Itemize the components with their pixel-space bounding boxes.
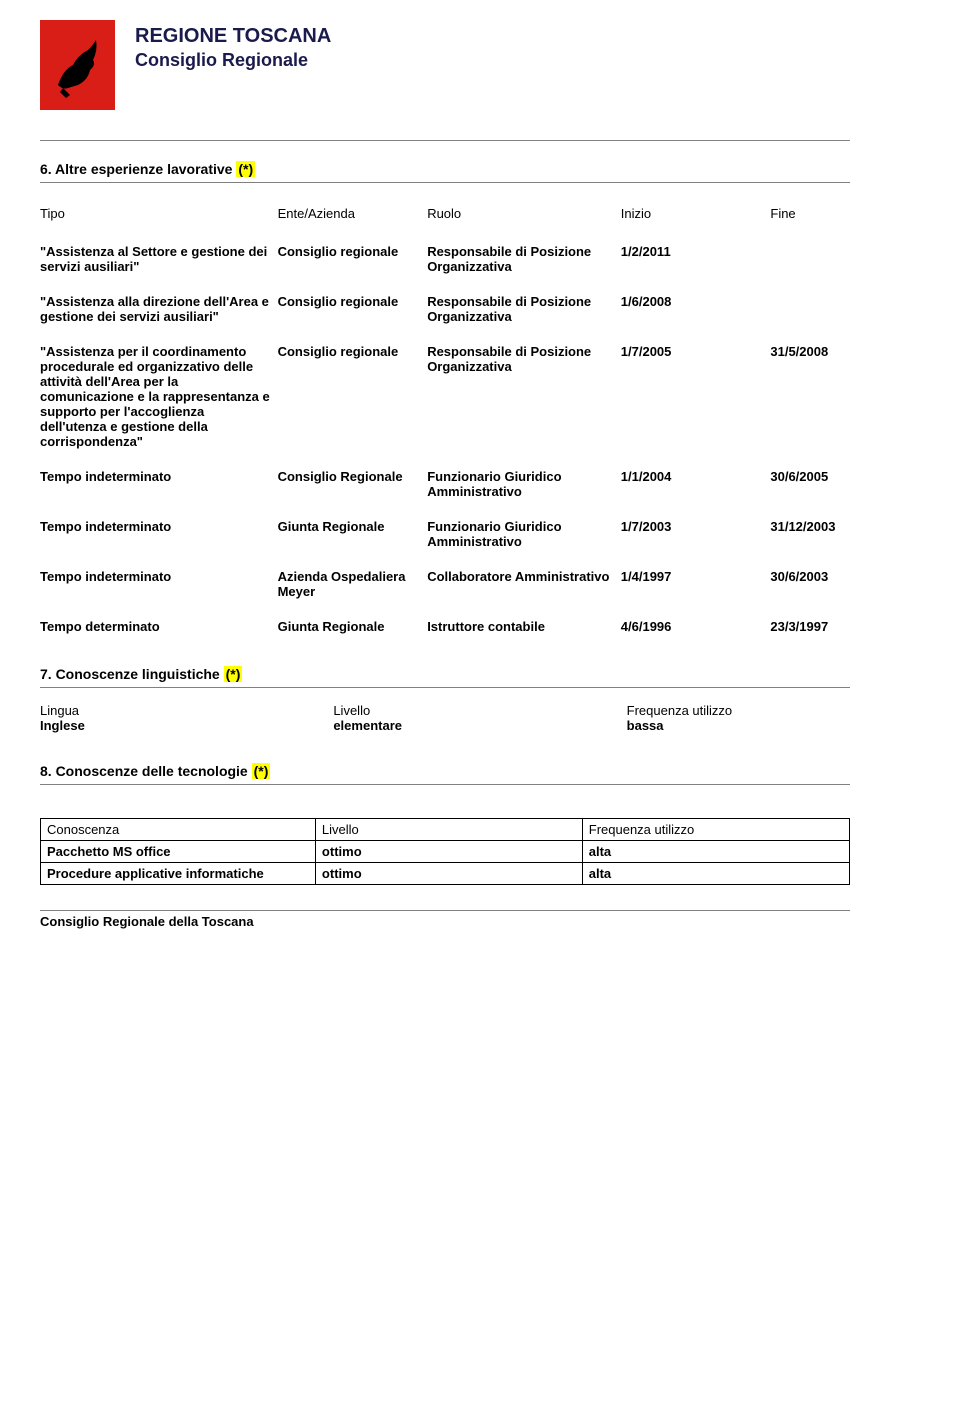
cell-ruolo: Istruttore contabile xyxy=(427,611,621,646)
divider xyxy=(40,182,850,183)
tech-header-livello: Livello xyxy=(315,819,582,841)
divider-container xyxy=(40,687,920,688)
section7-title: 7. Conoscenze linguistiche (*) xyxy=(40,666,920,682)
lang-value-frequenza: bassa xyxy=(627,718,920,733)
header-tipo: Tipo xyxy=(40,198,278,236)
table-row: Tempo determinato Giunta Regionale Istru… xyxy=(40,611,920,646)
cell-ente: Consiglio regionale xyxy=(278,236,428,286)
cell-tipo: Tempo indeterminato xyxy=(40,561,278,611)
cell-fine xyxy=(770,236,920,286)
lang-value-livello: elementare xyxy=(333,718,626,733)
cell-ente: Giunta Regionale xyxy=(278,511,428,561)
cell-fine: 30/6/2003 xyxy=(770,561,920,611)
cell-inizio: 1/7/2003 xyxy=(621,511,771,561)
tech-header-frequenza: Frequenza utilizzo xyxy=(582,819,849,841)
cell-ruolo: Responsabile di Posizione Organizzativa xyxy=(427,236,621,286)
header-subtitle: Consiglio Regionale xyxy=(135,50,331,71)
experience-table: Tipo Ente/Azienda Ruolo Inizio Fine "Ass… xyxy=(40,198,920,646)
divider xyxy=(40,687,850,688)
section8-title: 8. Conoscenze delle tecnologie (*) xyxy=(40,763,920,779)
section6-title: 6. Altre esperienze lavorative (*) xyxy=(40,161,920,177)
cell-inizio: 1/1/2004 xyxy=(621,461,771,511)
divider-container xyxy=(40,182,920,183)
cell-ruolo: Responsabile di Posizione Organizzativa xyxy=(427,336,621,461)
cell-ruolo: Collaboratore Amministrativo xyxy=(427,561,621,611)
language-row: Lingua Inglese Livello elementare Freque… xyxy=(40,703,920,733)
table-header-row: Tipo Ente/Azienda Ruolo Inizio Fine xyxy=(40,198,920,236)
lang-label-lingua: Lingua xyxy=(40,703,333,718)
section7-marker: (*) xyxy=(224,666,243,682)
table-row: Tempo indeterminato Consiglio Regionale … xyxy=(40,461,920,511)
cell-fine: 30/6/2005 xyxy=(770,461,920,511)
cell-tipo: "Assistenza al Settore e gestione dei se… xyxy=(40,236,278,286)
cell-ente: Consiglio regionale xyxy=(278,286,428,336)
cell-ente: Giunta Regionale xyxy=(278,611,428,646)
table-row: Tempo indeterminato Giunta Regionale Fun… xyxy=(40,511,920,561)
cell-ruolo: Funzionario Giuridico Amministrativo xyxy=(427,511,621,561)
section8-marker: (*) xyxy=(252,763,271,779)
header-ente: Ente/Azienda xyxy=(278,198,428,236)
lang-col-frequenza: Frequenza utilizzo bassa xyxy=(627,703,920,733)
cell-fine: 31/12/2003 xyxy=(770,511,920,561)
divider-container xyxy=(40,784,920,785)
header-title: REGIONE TOSCANA xyxy=(135,25,331,48)
divider xyxy=(40,140,850,141)
section7-title-text: 7. Conoscenze linguistiche xyxy=(40,666,224,682)
cell-inizio: 1/2/2011 xyxy=(621,236,771,286)
cell-tipo: Tempo indeterminato xyxy=(40,461,278,511)
footer-divider xyxy=(40,910,850,911)
footer: Consiglio Regionale della Toscana xyxy=(40,910,920,929)
cell-tipo: "Assistenza per il coordinamento procedu… xyxy=(40,336,278,461)
table-row: Tempo indeterminato Azienda Ospedaliera … xyxy=(40,561,920,611)
tech-header-conoscenza: Conoscenza xyxy=(41,819,316,841)
divider xyxy=(40,784,850,785)
tech-cell-livello: ottimo xyxy=(315,863,582,885)
header-inizio: Inizio xyxy=(621,198,771,236)
cell-inizio: 1/4/1997 xyxy=(621,561,771,611)
document-header: REGIONE TOSCANA Consiglio Regionale xyxy=(40,20,920,110)
section8-title-text: 8. Conoscenze delle tecnologie xyxy=(40,763,252,779)
lang-col-lingua: Lingua Inglese xyxy=(40,703,333,733)
header-fine: Fine xyxy=(770,198,920,236)
header-text-block: REGIONE TOSCANA Consiglio Regionale xyxy=(135,20,331,71)
cell-tipo: Tempo determinato xyxy=(40,611,278,646)
cell-ruolo: Responsabile di Posizione Organizzativa xyxy=(427,286,621,336)
lang-label-livello: Livello xyxy=(333,703,626,718)
footer-text: Consiglio Regionale della Toscana xyxy=(40,914,254,929)
header-ruolo: Ruolo xyxy=(427,198,621,236)
cell-ente: Azienda Ospedaliera Meyer xyxy=(278,561,428,611)
tech-cell-conoscenza: Pacchetto MS office xyxy=(41,841,316,863)
cell-fine xyxy=(770,286,920,336)
tech-cell-frequenza: alta xyxy=(582,863,849,885)
tech-cell-conoscenza: Procedure applicative informatiche xyxy=(41,863,316,885)
tech-row: Procedure applicative informatiche ottim… xyxy=(41,863,850,885)
cell-tipo: "Assistenza alla direzione dell'Area e g… xyxy=(40,286,278,336)
lang-value-lingua: Inglese xyxy=(40,718,333,733)
lang-col-livello: Livello elementare xyxy=(333,703,626,733)
cell-inizio: 1/6/2008 xyxy=(621,286,771,336)
section6-title-text: 6. Altre esperienze lavorative xyxy=(40,161,236,177)
tech-cell-livello: ottimo xyxy=(315,841,582,863)
tech-header-row: Conoscenza Livello Frequenza utilizzo xyxy=(41,819,850,841)
technology-table: Conoscenza Livello Frequenza utilizzo Pa… xyxy=(40,818,850,885)
cell-fine: 31/5/2008 xyxy=(770,336,920,461)
table-row: "Assistenza al Settore e gestione dei se… xyxy=(40,236,920,286)
cell-inizio: 1/7/2005 xyxy=(621,336,771,461)
cell-inizio: 4/6/1996 xyxy=(621,611,771,646)
lang-label-frequenza: Frequenza utilizzo xyxy=(627,703,920,718)
cell-ruolo: Funzionario Giuridico Amministrativo xyxy=(427,461,621,511)
table-row: "Assistenza alla direzione dell'Area e g… xyxy=(40,286,920,336)
cell-ente: Consiglio Regionale xyxy=(278,461,428,511)
tech-row: Pacchetto MS office ottimo alta xyxy=(41,841,850,863)
table-row: "Assistenza per il coordinamento procedu… xyxy=(40,336,920,461)
cell-tipo: Tempo indeterminato xyxy=(40,511,278,561)
tech-cell-frequenza: alta xyxy=(582,841,849,863)
cell-ente: Consiglio regionale xyxy=(278,336,428,461)
section6-marker: (*) xyxy=(236,161,255,177)
cell-fine: 23/3/1997 xyxy=(770,611,920,646)
regione-toscana-logo xyxy=(40,20,115,110)
